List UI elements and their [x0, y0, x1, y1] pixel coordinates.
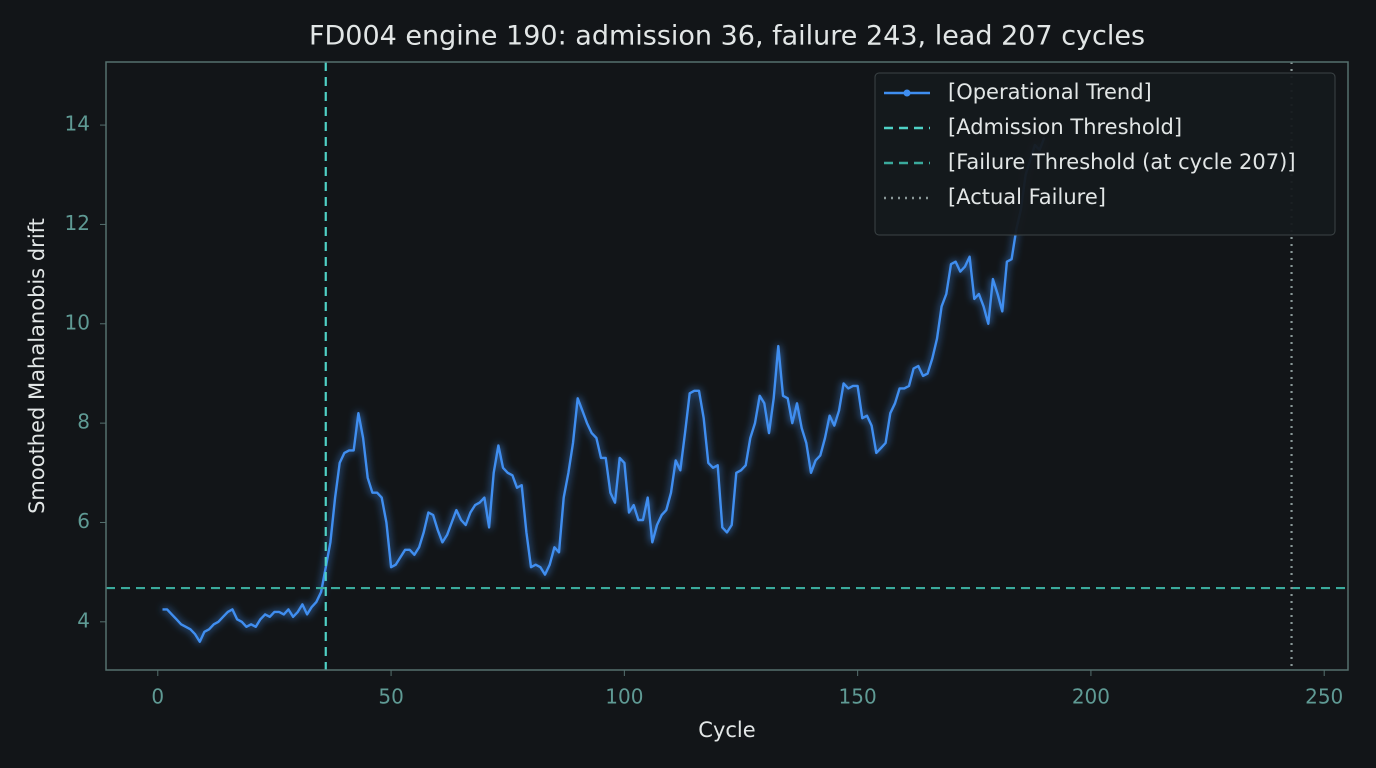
x-tick-label: 200: [1072, 685, 1110, 709]
legend-label: [Operational Trend]: [948, 80, 1152, 104]
legend-label: [Failure Threshold (at cycle 207)]: [948, 150, 1296, 174]
y-tick-label: 14: [65, 112, 90, 136]
y-tick-label: 10: [65, 310, 90, 334]
x-tick-label: 0: [151, 685, 164, 709]
x-tick-label: 100: [605, 685, 643, 709]
y-tick-label: 6: [77, 509, 90, 533]
legend-label: [Actual Failure]: [948, 185, 1106, 209]
trend-line: [162, 137, 1046, 643]
y-tick-label: 4: [77, 608, 90, 632]
x-axis-label: Cycle: [698, 718, 755, 742]
plot-frame: [105, 61, 1349, 671]
y-axis-label: Smoothed Mahalanobis drift: [25, 218, 49, 514]
legend-box: [874, 72, 1336, 236]
x-tick-label: 50: [378, 685, 403, 709]
legend-marker: [903, 89, 911, 97]
x-tick-label: 250: [1305, 685, 1343, 709]
x-tick-label: 150: [839, 685, 877, 709]
y-tick-label: 12: [65, 211, 90, 235]
legend-label: [Admission Threshold]: [948, 115, 1182, 139]
y-tick-label: 8: [77, 410, 90, 434]
legend: [Operational Trend] [Admission Threshold]…: [874, 72, 1336, 236]
chart-title: FD004 engine 190: admission 36, failure …: [309, 21, 1145, 52]
